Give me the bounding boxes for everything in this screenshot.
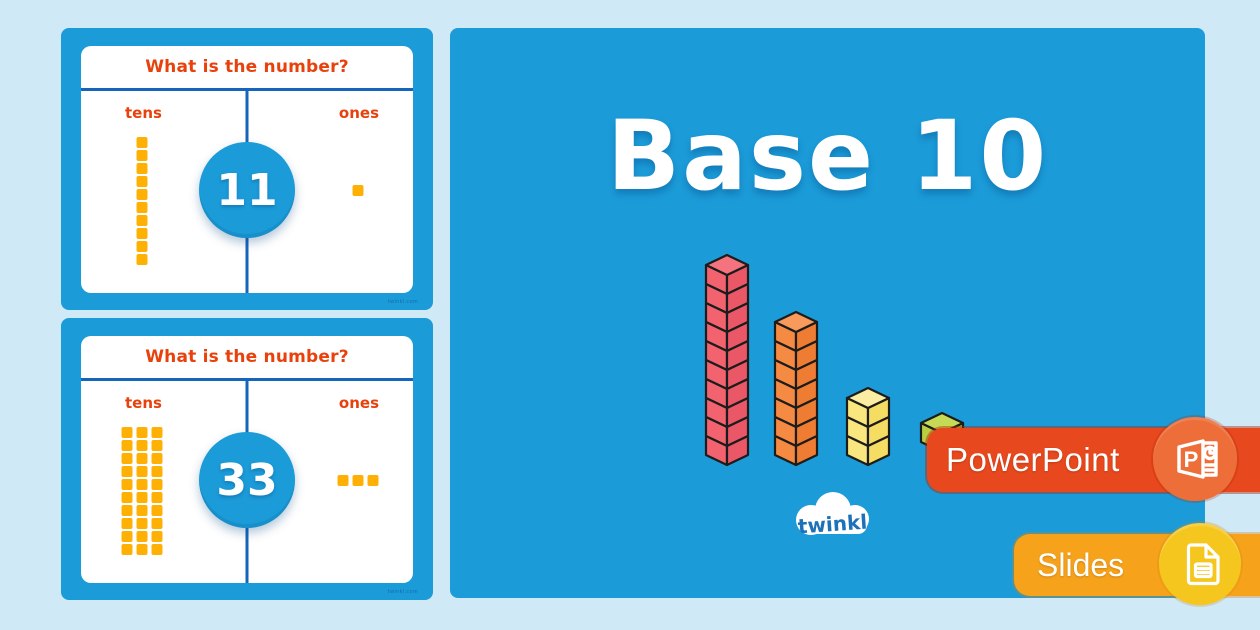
block-square bbox=[121, 427, 133, 438]
block-square bbox=[136, 215, 148, 226]
block-square bbox=[121, 492, 133, 503]
number-value: 11 bbox=[216, 164, 278, 216]
block-square bbox=[121, 479, 133, 490]
number-circle: 33 bbox=[199, 432, 295, 528]
tens-blocks bbox=[121, 427, 163, 555]
number-value: 33 bbox=[216, 454, 278, 506]
ten-rod bbox=[121, 427, 133, 555]
block-tower-orange bbox=[773, 310, 819, 467]
block-square bbox=[136, 137, 148, 148]
ones-blocks bbox=[337, 475, 379, 486]
ten-rod bbox=[136, 427, 148, 555]
ones-label: ones bbox=[338, 394, 379, 412]
block-square bbox=[151, 505, 163, 516]
watermark-text: twinkl.com bbox=[387, 299, 418, 305]
tens-label: tens bbox=[125, 394, 162, 412]
block-square bbox=[151, 440, 163, 451]
block-square bbox=[136, 176, 148, 187]
preview-panel: Base 10 twinkl bbox=[450, 28, 1205, 598]
block-square bbox=[151, 518, 163, 529]
google-slides-badge-circle[interactable] bbox=[1159, 523, 1241, 605]
powerpoint-icon: P bbox=[1177, 439, 1218, 479]
block-square bbox=[136, 505, 148, 516]
block-square bbox=[136, 440, 148, 451]
block-square bbox=[121, 531, 133, 542]
slide-card-1[interactable]: What is the number? tens ones 11 twinkl.… bbox=[61, 28, 433, 310]
block-tower-red bbox=[704, 253, 750, 467]
block-square bbox=[136, 518, 148, 529]
block-square bbox=[352, 185, 364, 196]
block-tower-yellow bbox=[845, 386, 891, 467]
slide-question-header: What is the number? bbox=[81, 46, 413, 91]
block-square bbox=[136, 492, 148, 503]
tens-label: tens bbox=[125, 104, 162, 122]
block-square bbox=[136, 544, 148, 555]
block-square bbox=[121, 518, 133, 529]
block-square bbox=[151, 479, 163, 490]
block-square bbox=[121, 453, 133, 464]
powerpoint-badge-label: PowerPoint bbox=[946, 441, 1120, 478]
ten-rod bbox=[136, 137, 148, 265]
block-square bbox=[136, 466, 148, 477]
slide-card-1-body: What is the number? tens ones 11 bbox=[81, 46, 413, 293]
block-square bbox=[136, 531, 148, 542]
block-square bbox=[352, 475, 364, 486]
slide-card-2-body: What is the number? tens ones 33 bbox=[81, 336, 413, 583]
base10-blocks-illustration bbox=[704, 253, 965, 467]
block-square bbox=[151, 531, 163, 542]
block-square bbox=[121, 440, 133, 451]
block-square bbox=[151, 544, 163, 555]
svg-text:P: P bbox=[1184, 447, 1199, 472]
tens-blocks bbox=[136, 137, 148, 265]
slide-question-title: What is the number? bbox=[145, 347, 349, 367]
google-slides-badge-label: Slides bbox=[1037, 546, 1125, 583]
ten-rod bbox=[151, 427, 163, 555]
slide-question-header: What is the number? bbox=[81, 336, 413, 381]
block-square bbox=[136, 202, 148, 213]
ones-label: ones bbox=[338, 104, 379, 122]
block-square bbox=[151, 453, 163, 464]
block-square bbox=[121, 505, 133, 516]
block-square bbox=[151, 466, 163, 477]
google-slides-icon bbox=[1186, 543, 1220, 586]
slide-question-title: What is the number? bbox=[145, 57, 349, 77]
block-square bbox=[136, 453, 148, 464]
powerpoint-badge-circle[interactable]: P bbox=[1153, 417, 1237, 501]
ones-blocks bbox=[352, 185, 364, 196]
block-square bbox=[121, 466, 133, 477]
cloud-icon bbox=[796, 492, 869, 535]
block-square bbox=[136, 150, 148, 161]
block-square bbox=[136, 479, 148, 490]
block-square bbox=[121, 544, 133, 555]
slide-card-2[interactable]: What is the number? tens ones 33 twinkl.… bbox=[61, 318, 433, 600]
block-square bbox=[136, 228, 148, 239]
resource-title: Base 10 bbox=[606, 100, 1049, 212]
block-square bbox=[136, 254, 148, 265]
block-square bbox=[367, 475, 379, 486]
block-square bbox=[136, 189, 148, 200]
block-square bbox=[151, 492, 163, 503]
block-square bbox=[151, 427, 163, 438]
watermark-text: twinkl.com bbox=[387, 589, 418, 595]
number-circle: 11 bbox=[199, 142, 295, 238]
twinkl-logo-text: twinkl bbox=[797, 510, 868, 539]
block-square bbox=[136, 241, 148, 252]
twinkl-logo: twinkl bbox=[796, 492, 869, 539]
block-square bbox=[337, 475, 349, 486]
block-square bbox=[136, 427, 148, 438]
block-square bbox=[136, 163, 148, 174]
